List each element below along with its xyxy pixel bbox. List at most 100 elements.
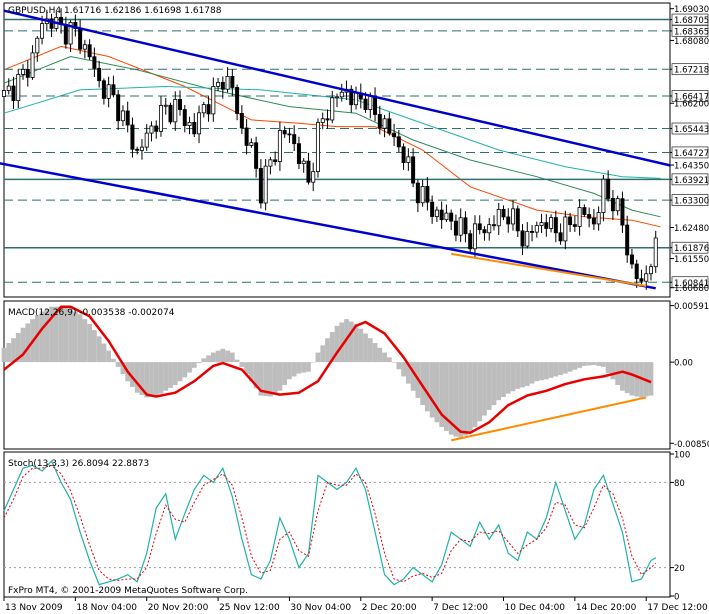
candle-body bbox=[515, 208, 520, 232]
macd-histogram-bar bbox=[334, 325, 340, 363]
macd-histogram-bar bbox=[553, 362, 559, 377]
macd-histogram-bar bbox=[496, 362, 502, 401]
time-tick-label: 13 Nov 2009 bbox=[5, 603, 63, 613]
time-tick-label: 18 Nov 04:00 bbox=[76, 603, 137, 613]
candle-body bbox=[120, 110, 125, 122]
candle-body bbox=[273, 159, 278, 162]
candle-body bbox=[16, 74, 21, 102]
price-tick-label: 1.68705 bbox=[674, 16, 709, 26]
candle-body bbox=[620, 198, 625, 226]
macd-histogram-bar bbox=[596, 362, 602, 366]
price-pane-frame bbox=[3, 2, 671, 298]
candle-body bbox=[449, 212, 454, 222]
time-tick-label: 10 Dec 04:00 bbox=[505, 603, 566, 613]
macd-divergence-line bbox=[450, 396, 647, 442]
candle-body bbox=[325, 118, 330, 121]
candle-body bbox=[163, 104, 168, 107]
macd-histogram-bar bbox=[520, 362, 525, 388]
candle-body bbox=[496, 208, 501, 227]
macd-histogram-bar bbox=[472, 362, 478, 428]
macd-histogram-bar bbox=[6, 343, 12, 363]
candle-body bbox=[396, 136, 401, 148]
macd-histogram-bar bbox=[401, 362, 406, 377]
macd-lines bbox=[3, 305, 652, 442]
macd-histogram-bar bbox=[96, 336, 102, 363]
macd-histogram-bar bbox=[182, 362, 188, 378]
macd-histogram-bar bbox=[234, 359, 240, 363]
macd-histogram-bar bbox=[405, 362, 411, 384]
macd-histogram-bar bbox=[439, 362, 445, 428]
macd-histogram-bar bbox=[558, 362, 563, 375]
stochastic-tick-label: 20 bbox=[674, 564, 685, 574]
candle-body bbox=[178, 99, 183, 110]
macd-histogram-bar bbox=[486, 362, 492, 410]
macd-histogram-bar bbox=[567, 362, 573, 372]
candle-body bbox=[287, 133, 292, 136]
price-tick-label: 1.69030 bbox=[674, 5, 709, 15]
macd-histogram-bar bbox=[248, 362, 254, 382]
macd-histogram-bar bbox=[534, 362, 540, 382]
moving-average-1 bbox=[3, 45, 661, 228]
macd-histogram-bar bbox=[581, 362, 587, 366]
macd-histogram-bar bbox=[72, 311, 78, 363]
candle-body bbox=[430, 201, 435, 217]
candle-body bbox=[420, 186, 425, 204]
macd-histogram-bar bbox=[391, 362, 397, 363]
price-tick-label: 1.66417 bbox=[674, 92, 709, 102]
macd-axis: 0.005914 0.00 -0.008503 bbox=[670, 302, 709, 450]
macd-histogram-bar bbox=[263, 362, 269, 397]
candle-body bbox=[249, 142, 254, 146]
stochastic-pane[interactable]: 100 80 20 0 Stoch(13,3,3) 26.8094 22.8873 F… bbox=[3, 451, 690, 603]
stochastic-label: Stoch(13,3,3) 26.8094 22.8873 bbox=[8, 459, 149, 469]
time-tick-label: 17 Dec 12:00 bbox=[647, 603, 708, 613]
macd-label: MACD(12,26,9) -0.003538 -0.002074 bbox=[8, 308, 175, 318]
candle-body bbox=[411, 156, 416, 184]
candle-body bbox=[106, 84, 111, 99]
macd-histogram-bar bbox=[620, 362, 625, 391]
macd-histogram-bar bbox=[168, 362, 173, 388]
macd-pane[interactable]: 0.005914 0.00 -0.008503 MACD(12,26,9) -0.0… bbox=[1, 300, 709, 450]
macd-histogram-bar bbox=[562, 362, 568, 374]
candle-body bbox=[610, 198, 615, 212]
macd-histogram-bar bbox=[529, 362, 535, 384]
candle-body bbox=[368, 95, 373, 111]
candle-body bbox=[644, 273, 649, 282]
macd-histogram-bar bbox=[634, 362, 640, 397]
macd-histogram-bar bbox=[610, 362, 616, 380]
candle-body bbox=[144, 132, 149, 148]
macd-histogram-bar bbox=[120, 362, 126, 375]
macd-histogram-bar bbox=[315, 352, 321, 363]
candle-body bbox=[582, 207, 587, 215]
candle-body bbox=[30, 52, 35, 78]
macd-tick-label: 0.005914 bbox=[674, 302, 709, 312]
candle-body bbox=[201, 104, 206, 114]
macd-pane-frame bbox=[3, 300, 671, 450]
candle-body bbox=[306, 160, 311, 183]
candle-body bbox=[111, 84, 116, 96]
candle-body bbox=[472, 223, 477, 250]
candle-body bbox=[116, 94, 121, 122]
macd-histogram-bar bbox=[277, 362, 283, 391]
stochastic-tick-label: 0 bbox=[674, 593, 679, 603]
candle-body bbox=[534, 225, 539, 233]
macd-histogram-bar bbox=[386, 357, 392, 363]
candle-body bbox=[425, 186, 430, 203]
candle-body bbox=[139, 146, 144, 151]
candle-body bbox=[192, 121, 197, 135]
candle-body bbox=[125, 110, 130, 126]
candle-body bbox=[596, 212, 601, 225]
macd-histogram-bar bbox=[648, 362, 654, 396]
macd-histogram-bar bbox=[548, 362, 554, 378]
candle-body bbox=[268, 159, 273, 167]
time-tick-label: 14 Dec 20:00 bbox=[576, 603, 637, 613]
channel-upper-line bbox=[3, 9, 671, 167]
macd-histogram-bar bbox=[191, 362, 197, 368]
macd-histogram-bar bbox=[163, 362, 169, 391]
price-level-tag bbox=[671, 63, 709, 76]
macd-histogram-bar bbox=[201, 358, 207, 363]
macd-histogram-bar bbox=[320, 345, 326, 363]
price-tick-label: 1.66200 bbox=[674, 100, 709, 110]
